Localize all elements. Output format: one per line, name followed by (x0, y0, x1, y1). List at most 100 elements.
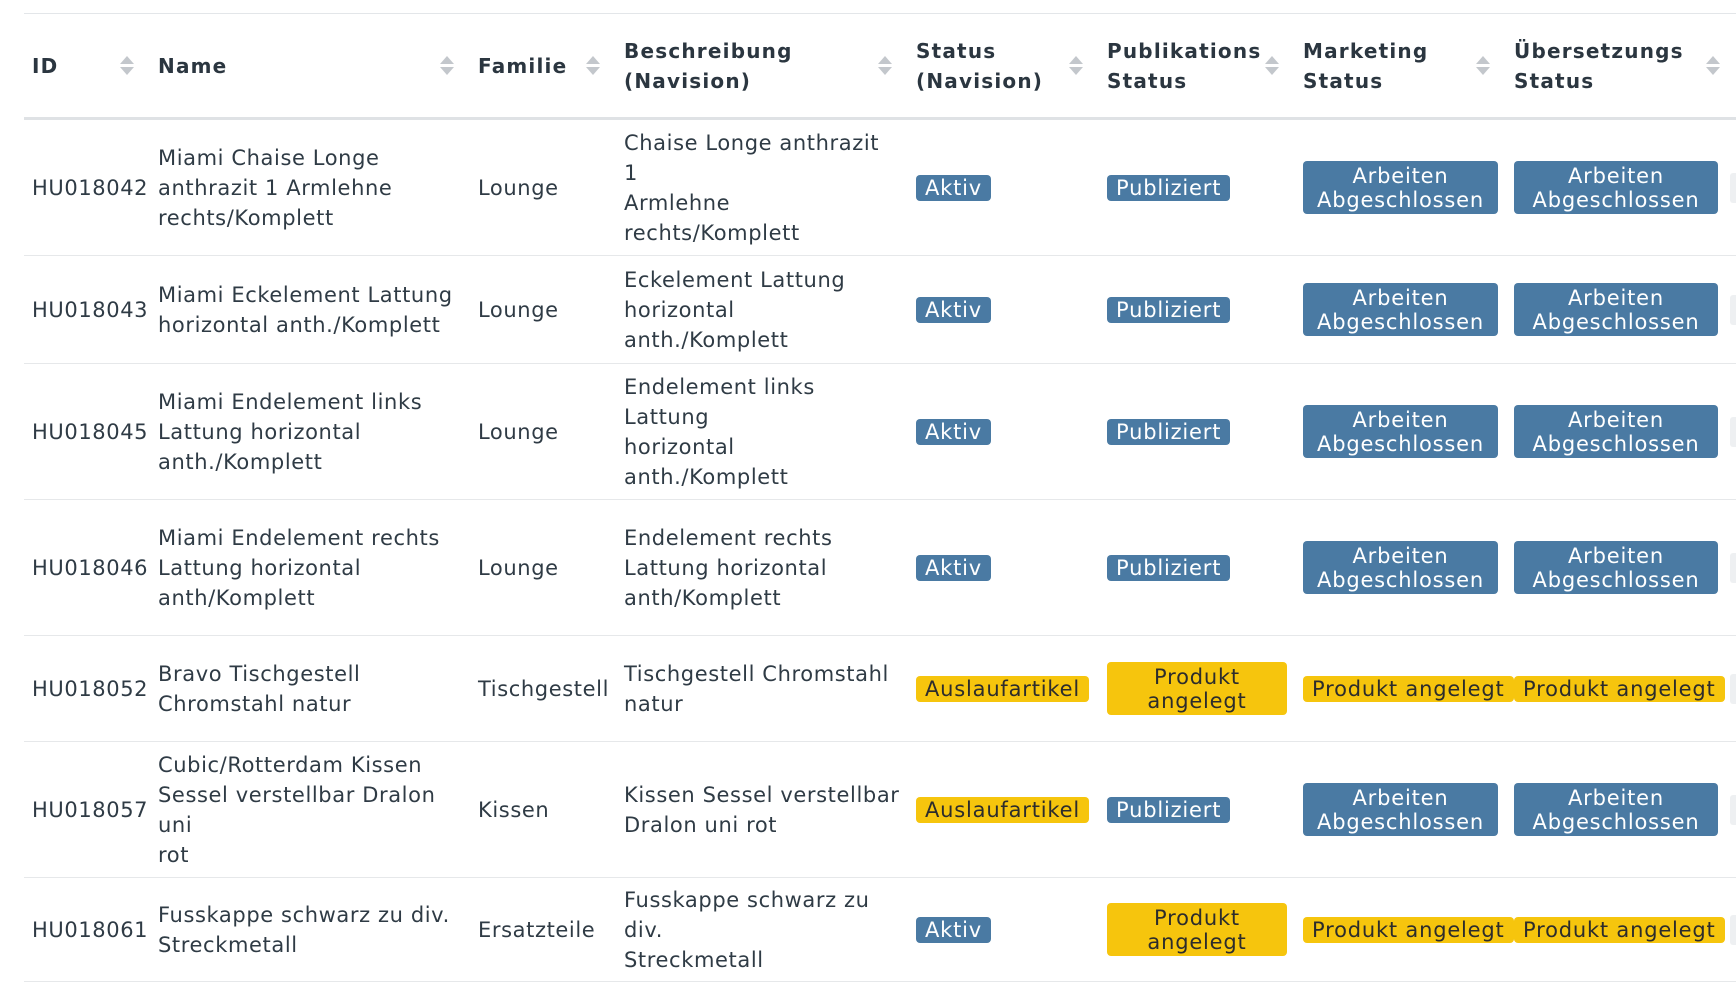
marketing-status-badge[interactable]: Arbeiten Abgeschlossen (1303, 161, 1498, 214)
marketing-status-badge[interactable]: Arbeiten Abgeschlossen (1303, 783, 1498, 836)
marketing-status-badge[interactable]: Produkt angelegt (1303, 916, 1514, 943)
table-row[interactable]: HU018061 Fusskappe schwarz zu div. Streckm… (24, 878, 1736, 982)
column-header-status[interactable]: Status (Navision) (908, 14, 1099, 117)
marketing-status-badge[interactable]: Arbeiten Abgeschlossen (1303, 405, 1498, 458)
translation-status-badge[interactable]: Arbeiten Abgeschlossen (1514, 161, 1718, 214)
column-header-name[interactable]: Name (150, 14, 470, 117)
cell-description: Kissen Sessel verstellbar Dralon uni rot (616, 742, 908, 877)
publication-status-cell: Publiziert (1099, 742, 1295, 877)
status-badge[interactable]: Aktiv (916, 554, 992, 581)
cell-description-text: Endelement rechts Lattung horizontal anth/… (624, 525, 833, 610)
sort-icon[interactable] (878, 56, 892, 75)
cell-name: Miami Endelement rechts Lattung horizonta… (150, 500, 470, 635)
column-header-label: Beschreibung (Navision) (624, 38, 793, 93)
cell-id: HU018042 (24, 120, 150, 255)
table-row[interactable]: HU018057 Cubic/Rotterdam Kissen Sessel ver… (24, 742, 1736, 878)
column-header-description[interactable]: Beschreibung (Navision) (616, 14, 908, 117)
table-row[interactable]: HU018043 Miami Eckelement Lattung horizont… (24, 256, 1736, 364)
table-row[interactable]: HU018045 Miami Endelement links Lattung ho… (24, 364, 1736, 500)
cell-name-text: Cubic/Rotterdam Kissen Sessel verstellbar… (158, 752, 436, 867)
translation-status-badge[interactable]: Arbeiten Abgeschlossen (1514, 541, 1718, 594)
marketing-status-cell: Produkt angelegt (1295, 878, 1514, 981)
row-edge-action[interactable] (1730, 553, 1736, 583)
status-badge[interactable]: Auslaufartikel (916, 675, 1089, 702)
column-header-marketing-status[interactable]: Marketing Status (1295, 14, 1506, 117)
cell-description-text: Kissen Sessel verstellbar Dralon uni rot (624, 782, 900, 837)
column-header-id[interactable]: ID (24, 14, 150, 117)
cell-id: HU018061 (24, 878, 150, 981)
cell-family: Lounge (470, 500, 616, 635)
translation-status-cell: Produkt angelegt (1506, 878, 1736, 981)
cell-name: Miami Endelement links Lattung horizontal… (150, 364, 470, 499)
publication-status-badge[interactable]: Publiziert (1107, 554, 1231, 581)
translation-status-badge[interactable]: Produkt angelegt (1514, 916, 1725, 943)
row-edge-action[interactable] (1730, 915, 1736, 945)
publication-status-badge[interactable]: Produkt angelegt (1107, 662, 1287, 715)
row-edge-action[interactable] (1730, 674, 1736, 704)
status-badge[interactable]: Aktiv (916, 418, 992, 445)
sort-icon[interactable] (120, 56, 134, 75)
marketing-status-cell: Arbeiten Abgeschlossen (1295, 256, 1506, 363)
column-header-publication-status[interactable]: Publikations Status (1099, 14, 1295, 117)
row-edge-action[interactable] (1730, 295, 1736, 325)
column-header-translation-status[interactable]: Übersetzungs Status (1506, 14, 1736, 117)
publication-status-badge[interactable]: Produkt angelegt (1107, 903, 1287, 956)
marketing-status-cell: Arbeiten Abgeschlossen (1295, 742, 1506, 877)
status-cell: Aktiv (908, 500, 1099, 635)
cell-name-text: Miami Chaise Longe anthrazit 1 Armlehne re… (158, 145, 393, 230)
cell-family-text: Lounge (478, 419, 559, 444)
translation-status-badge[interactable]: Arbeiten Abgeschlossen (1514, 283, 1718, 336)
column-header-family[interactable]: Familie (470, 14, 616, 117)
translation-status-cell: Arbeiten Abgeschlossen (1506, 500, 1736, 635)
marketing-status-cell: Produkt angelegt (1295, 636, 1514, 741)
column-header-label: Status (Navision) (916, 38, 1044, 93)
cell-name-text: Bravo Tischgestell Chromstahl natur (158, 661, 361, 716)
cell-name-text: Miami Endelement rechts Lattung horizonta… (158, 525, 440, 610)
cell-id: HU018052 (24, 636, 150, 741)
translation-status-badge[interactable]: Arbeiten Abgeschlossen (1514, 405, 1718, 458)
table-row[interactable]: HU018052 Bravo Tischgestell Chromstahl nat… (24, 636, 1736, 742)
cell-description: Eckelement Lattung horizontal anth./Kompl… (616, 256, 908, 363)
sort-icon[interactable] (1476, 56, 1490, 75)
publication-status-badge[interactable]: Publiziert (1107, 296, 1231, 323)
sort-icon[interactable] (440, 56, 454, 75)
translation-status-cell: Arbeiten Abgeschlossen (1506, 742, 1736, 877)
row-edge-action[interactable] (1730, 173, 1736, 203)
cell-id: HU018045 (24, 364, 150, 499)
sort-icon[interactable] (1069, 56, 1083, 75)
column-header-label: Übersetzungs Status (1514, 38, 1684, 93)
status-badge[interactable]: Auslaufartikel (916, 796, 1089, 823)
row-edge-action[interactable] (1730, 417, 1736, 447)
column-header-label: Publikations Status (1107, 38, 1262, 93)
column-header-label: Name (158, 53, 228, 78)
sort-icon[interactable] (1265, 56, 1279, 75)
row-edge-action[interactable] (1730, 795, 1736, 825)
marketing-status-badge[interactable]: Arbeiten Abgeschlossen (1303, 541, 1498, 594)
publication-status-badge[interactable]: Publiziert (1107, 796, 1231, 823)
cell-description-text: Endelement links Lattung horizontal anth.… (624, 374, 815, 489)
marketing-status-badge[interactable]: Produkt angelegt (1303, 675, 1514, 702)
status-badge[interactable]: Aktiv (916, 296, 992, 323)
cell-id-text: HU018042 (32, 175, 149, 200)
publication-status-badge[interactable]: Publiziert (1107, 174, 1231, 201)
sort-icon[interactable] (586, 56, 600, 75)
translation-status-cell: Arbeiten Abgeschlossen (1506, 256, 1736, 363)
marketing-status-badge[interactable]: Arbeiten Abgeschlossen (1303, 283, 1498, 336)
table-row[interactable]: HU018042 Miami Chaise Longe anthrazit 1 Ar… (24, 120, 1736, 256)
cell-family: Lounge (470, 120, 616, 255)
cell-name-text: Fusskappe schwarz zu div. Streckmetall (158, 902, 450, 957)
translation-status-cell: Arbeiten Abgeschlossen (1506, 120, 1736, 255)
cell-name-text: Miami Endelement links Lattung horizontal… (158, 389, 423, 474)
cell-id-text: HU018052 (32, 676, 149, 701)
status-cell: Aktiv (908, 256, 1099, 363)
status-badge[interactable]: Aktiv (916, 916, 992, 943)
status-cell: Aktiv (908, 878, 1099, 981)
publication-status-badge[interactable]: Publiziert (1107, 418, 1231, 445)
status-cell: Aktiv (908, 364, 1099, 499)
translation-status-badge[interactable]: Arbeiten Abgeschlossen (1514, 783, 1718, 836)
sort-icon[interactable] (1706, 56, 1720, 75)
publication-status-cell: Produkt angelegt (1099, 878, 1295, 981)
translation-status-badge[interactable]: Produkt angelegt (1514, 675, 1725, 702)
table-row[interactable]: HU018046 Miami Endelement rechts Lattung h… (24, 500, 1736, 636)
status-badge[interactable]: Aktiv (916, 174, 992, 201)
